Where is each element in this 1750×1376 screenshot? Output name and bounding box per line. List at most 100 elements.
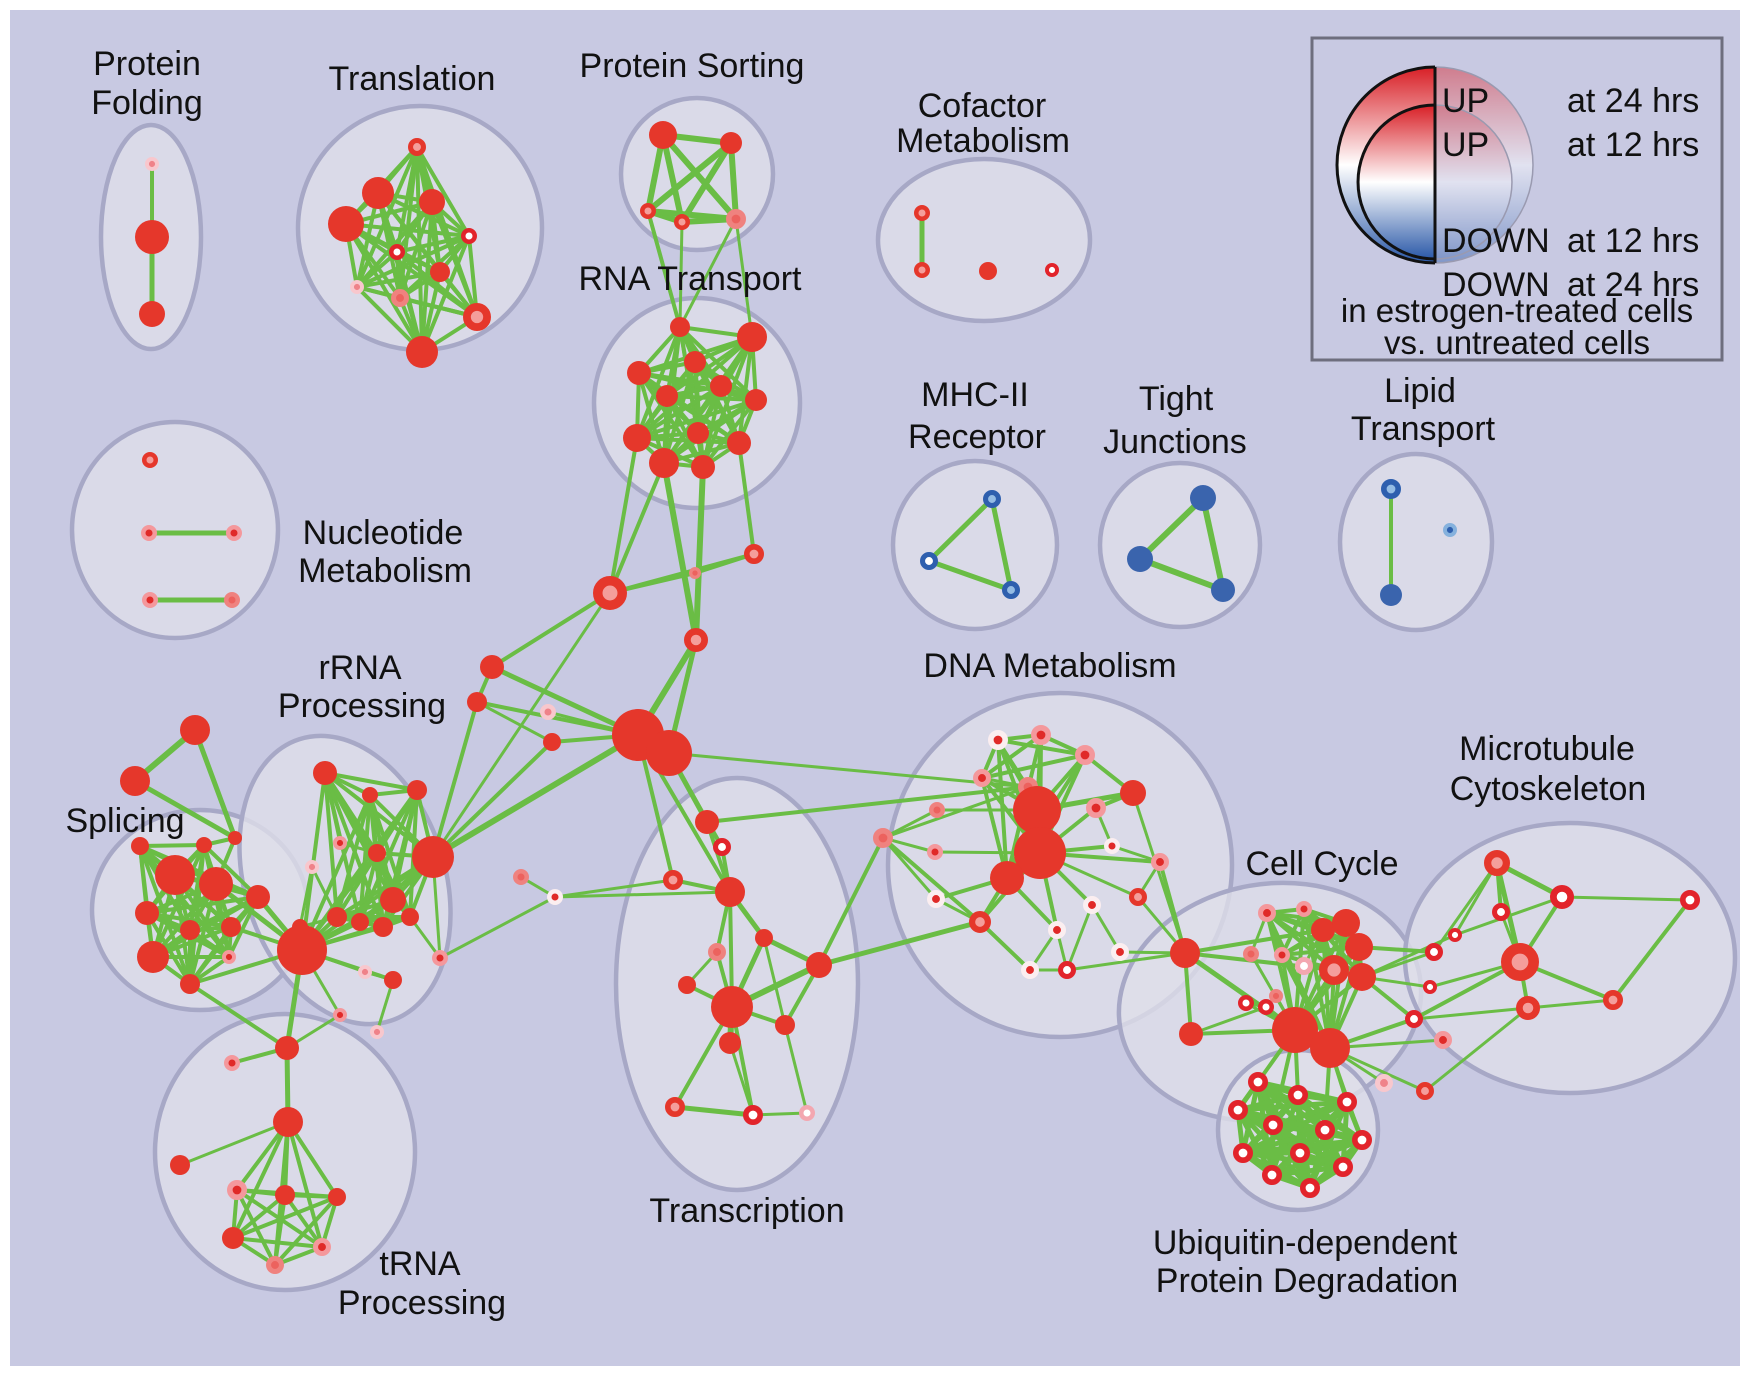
network-node-pf0 <box>145 157 160 172</box>
cluster-label-ubiquitin-degradation-line2: Protein Degradation <box>1156 1262 1458 1300</box>
network-node-nm4 <box>224 591 241 608</box>
cluster-label-protein-sorting-line1: Protein Sorting <box>580 47 805 85</box>
cluster-label-microtubule-cytoskeleton-line2: Cytoskeleton <box>1450 770 1647 808</box>
network-nodes <box>120 121 1701 1275</box>
network-edge <box>1423 1006 1530 1093</box>
network-edge <box>678 325 758 402</box>
network-node-cc10 <box>1237 994 1254 1011</box>
network-edge <box>672 1104 756 1118</box>
network-edge <box>783 1023 809 1115</box>
network-node-ub1 <box>1288 1085 1309 1106</box>
network-edge <box>415 145 471 238</box>
network-edge <box>344 222 471 238</box>
network-node-cc13 <box>1272 1007 1318 1053</box>
network-edge <box>231 1236 324 1249</box>
network-node-tn5 <box>275 1185 295 1205</box>
network-edge <box>188 982 289 1050</box>
network-node-ts1 <box>713 838 732 857</box>
network-edge <box>475 700 554 744</box>
legend-caption-line1: in estrogen-treated cells <box>1341 292 1693 329</box>
network-edge <box>355 250 399 289</box>
network-edge <box>431 700 479 859</box>
network-node-mh0 <box>983 489 1002 508</box>
network-node-sp0 <box>180 715 210 745</box>
network-edge <box>881 836 982 924</box>
network-edge <box>132 778 238 841</box>
network-node-dm4 <box>1120 780 1146 806</box>
network-node-cm2 <box>979 262 997 280</box>
network-node-nm2 <box>226 524 243 541</box>
network-node-rn8 <box>687 422 709 444</box>
network-node-dm21 <box>1058 961 1077 980</box>
network-node-rn9 <box>727 431 751 455</box>
network-node-lt0 <box>1381 478 1402 499</box>
network-node-ub11 <box>1300 1178 1321 1199</box>
network-node-ts2 <box>662 869 683 890</box>
network-node-c1 <box>467 692 487 712</box>
network-node-ub8 <box>1290 1143 1311 1164</box>
network-node-c4 <box>546 888 563 905</box>
network-edge <box>1065 951 1187 972</box>
network-edge <box>375 978 395 1034</box>
network-edge <box>762 936 787 1027</box>
network-node-ub5 <box>1315 1120 1336 1141</box>
network-edge <box>1189 1005 1268 1036</box>
legend-entry-direction-1: UP <box>1442 82 1489 120</box>
network-node-nm0 <box>142 451 159 468</box>
legend-inner-arc-left <box>1356 103 1436 261</box>
network-node-dm0 <box>987 729 1008 750</box>
network-node-dm13 <box>990 861 1024 895</box>
cluster-label-rna-transport-line1: RNA Transport <box>579 260 803 298</box>
network-node-ub2 <box>1337 1092 1358 1113</box>
network-node-cc7 <box>1295 957 1314 976</box>
cluster-label-splicing-line1: Splicing <box>65 802 184 840</box>
network-edge <box>645 140 734 214</box>
cluster-label-trna-processing-line2: Processing <box>338 1284 506 1322</box>
network-edge <box>978 920 1032 972</box>
network-node-cc5 <box>1242 945 1259 962</box>
network-edge <box>816 919 983 968</box>
network-edge <box>178 1120 290 1167</box>
network-edge <box>138 844 260 899</box>
network-node-mc0 <box>1484 850 1511 877</box>
network-node-c2 <box>539 703 556 720</box>
network-edge <box>553 878 675 899</box>
network-edge <box>420 234 471 354</box>
legend-inner-arc-right <box>1434 104 1513 260</box>
network-node-tj1 <box>1127 546 1153 572</box>
network-node-rr14 <box>384 971 402 989</box>
network-edge <box>1090 903 1122 954</box>
cluster-label-ubiquitin-degradation-line1: Ubiquitin-dependent <box>1153 1224 1458 1262</box>
network-node-rr2 <box>407 780 427 800</box>
network-node-ts4 <box>755 929 773 947</box>
network-edge <box>192 727 238 841</box>
network-node-lt1 <box>1380 584 1402 606</box>
network-node-cc6 <box>1273 946 1290 963</box>
legend-entry-direction-2: UP <box>1442 126 1489 164</box>
legend-entry-time-3: at 12 hrs <box>1567 222 1699 260</box>
network-node-t3 <box>328 206 364 242</box>
cluster-label-nucleotide-metabolism-line1: Nucleotide <box>303 514 464 552</box>
network-edge <box>817 836 885 967</box>
network-node-tn10 <box>332 1008 347 1023</box>
network-edge <box>701 398 758 469</box>
network-edge <box>662 398 758 465</box>
network-edge <box>980 753 1087 780</box>
network-edge <box>430 200 479 319</box>
network-edge <box>737 441 756 556</box>
network-node-tn8 <box>312 1238 331 1257</box>
network-edge <box>438 895 557 960</box>
cluster-label-mhc-ii-receptor-line2: Receptor <box>908 418 1046 456</box>
legend-caption-line2: vs. untreated cells <box>1384 324 1650 361</box>
network-edge <box>344 222 424 354</box>
network-node-tn0 <box>275 1036 299 1060</box>
network-node-lt2 <box>1442 523 1457 538</box>
network-edge <box>926 558 1014 593</box>
network-node-s1 <box>720 132 742 154</box>
network-node-sp12 <box>131 837 149 855</box>
network-edge <box>737 335 754 445</box>
network-node-cm1 <box>913 261 930 278</box>
network-node-rr0 <box>313 761 337 785</box>
network-edge <box>980 776 1009 880</box>
